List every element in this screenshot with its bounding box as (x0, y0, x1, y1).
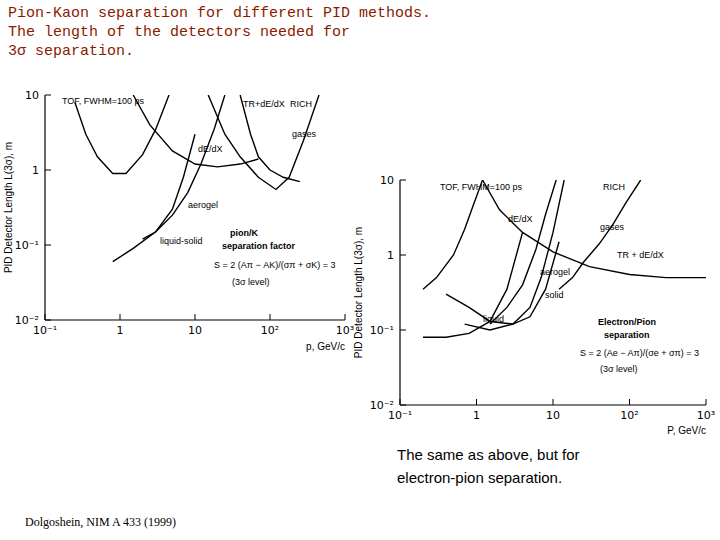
annotation: RICH (290, 99, 312, 109)
y-tick (400, 405, 406, 406)
y-tick-label: 1 (32, 164, 39, 177)
y-tick (45, 170, 51, 171)
curve-label: TOF, FWHM=100 ps (62, 96, 145, 106)
x-tick (476, 399, 477, 405)
plot-area (75, 95, 319, 262)
x-tick-label: 10² (620, 409, 638, 422)
x-tick (120, 314, 121, 320)
x-tick (706, 399, 707, 405)
x-tick (553, 399, 554, 405)
chart: 10⁻¹11010²10³10⁻²10⁻¹110PID Detector Len… (3, 89, 354, 352)
curve-label: liquid-solid (160, 236, 203, 246)
curve-label: aerogel (540, 267, 570, 277)
annotation: S = 2 (Aπ − AK)/(σπ + σK) = 3 (214, 260, 336, 270)
y-tick-label: 1 (387, 249, 394, 262)
y-tick-label: 10⁻¹ (370, 324, 394, 337)
source: Dolgoshein, NIM A 433 (1999) (25, 515, 176, 529)
y-tick (45, 95, 51, 96)
slide-title: Pion-Kaon separation for different PID m… (8, 5, 431, 22)
x-tick-label: 10² (261, 324, 279, 337)
x-tick-label: 10³ (697, 409, 715, 422)
curve-label: solid (545, 290, 564, 300)
x-tick (45, 314, 46, 320)
curve-label: liquid (483, 314, 504, 324)
y-tick-label: 10⁻² (15, 314, 39, 327)
annotation: separation factor (222, 241, 296, 251)
curve (446, 242, 559, 324)
y-tick (45, 320, 51, 321)
x-tick-label: 10 (188, 324, 202, 337)
curve-label: dE/dX (508, 214, 533, 224)
y-tick (400, 330, 406, 331)
curve (423, 232, 523, 337)
curve (483, 180, 706, 278)
curve-label: dE/dX (198, 144, 223, 154)
x-tick (400, 399, 401, 405)
y-tick-label: 10 (380, 174, 394, 187)
chart: 10⁻¹11010²10³10⁻²10⁻¹110PID Detector Len… (353, 174, 715, 436)
curve (559, 180, 641, 289)
curve (143, 95, 225, 239)
annotation: (3σ level) (232, 277, 270, 287)
annotation: separation (604, 330, 650, 340)
caption: electron-pion separation. (397, 469, 562, 486)
y-axis-title: PID Detector Length L(3σ), m (353, 227, 364, 358)
y-tick (400, 255, 406, 256)
plot-area (423, 180, 706, 337)
y-tick-label: 10 (25, 89, 39, 102)
curve (423, 180, 483, 289)
curve (465, 180, 565, 330)
curve-label: gases (600, 222, 625, 232)
slide: Pion-Kaon separation for different PID m… (0, 0, 720, 540)
y-tick-label: 10⁻² (370, 399, 394, 412)
y-axis-title: PID Detector Length L(3σ), m (3, 142, 14, 273)
y-axis (44, 95, 45, 320)
annotation: pion/K (230, 228, 258, 238)
slide-title: 3σ separation. (8, 43, 134, 60)
y-tick-label: 10⁻¹ (15, 239, 39, 252)
y-tick (400, 180, 406, 181)
y-axis (399, 180, 400, 405)
caption: The same as above, but for (397, 446, 580, 463)
x-tick (629, 399, 630, 405)
x-tick (270, 314, 271, 320)
x-axis-title: p, GeV/c (306, 341, 345, 352)
slide-title: The length of the detectors needed for (8, 24, 350, 41)
y-tick (45, 245, 51, 246)
annotation: Electron/Pion (598, 317, 656, 327)
curve-label: aerogel (188, 200, 218, 210)
x-tick-label: 10 (546, 409, 560, 422)
annotation: RICH (603, 182, 625, 192)
curve-label: TR+dE/dX (243, 99, 285, 109)
background (0, 0, 720, 540)
curve-label: TOF, FWHM=100 ps (440, 182, 523, 192)
x-tick (195, 314, 196, 320)
x-tick (345, 314, 346, 320)
annotation: S = 2 (Ae − Aπ)/(σe + σπ) = 3 (580, 348, 699, 358)
x-tick-label: 1 (117, 324, 124, 337)
curve-label: TR + dE/dX (617, 250, 664, 260)
curve-label: gases (292, 129, 317, 139)
x-tick-label: 10³ (336, 324, 354, 337)
x-axis-title: P, GeV/c (667, 425, 706, 436)
x-tick-label: 1 (473, 409, 480, 422)
curve (133, 95, 258, 167)
curve (208, 95, 319, 189)
curve (75, 95, 169, 173)
annotation: (3σ level) (600, 364, 638, 374)
